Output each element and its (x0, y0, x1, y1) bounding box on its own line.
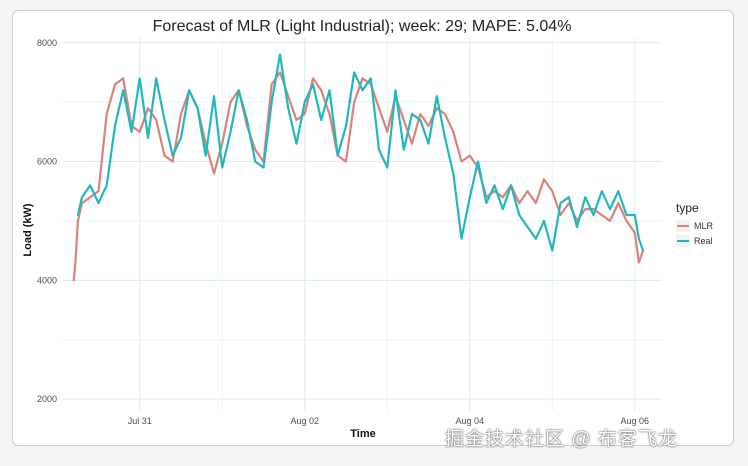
watermark-text: 掘金技术社区 @ 布客飞龙 (445, 429, 678, 450)
x-tick-label: Aug 06 (621, 416, 650, 426)
y-tick-label: 2000 (37, 394, 57, 404)
series-line-mlr (72, 71, 645, 282)
major-gridlines (63, 38, 662, 411)
series-lines (72, 53, 645, 282)
legend-label-mlr: MLR (694, 221, 714, 231)
y-tick-label: 4000 (37, 275, 57, 285)
y-tick-label: 6000 (37, 157, 57, 167)
legend: type MLR Real (676, 201, 714, 247)
y-axis-label: Load (kW) (22, 203, 34, 256)
x-tick-label: Jul 31 (128, 416, 152, 426)
chart-panel (12, 10, 734, 446)
y-axis-ticks: 2000 4000 6000 8000 (37, 38, 57, 404)
x-axis-label: Time (350, 428, 375, 440)
minor-gridlines (63, 38, 662, 411)
y-tick-label: 8000 (37, 38, 57, 48)
x-tick-label: Aug 02 (290, 416, 319, 426)
legend-label-real: Real (694, 236, 713, 246)
legend-title: type (676, 201, 699, 215)
chart-title: Forecast of MLR (Light Industrial); week… (153, 18, 572, 35)
x-axis-ticks: Jul 31 Aug 02 Aug 04 Aug 06 (128, 416, 649, 426)
x-tick-label: Aug 04 (455, 416, 484, 426)
series-line-real (76, 53, 645, 252)
